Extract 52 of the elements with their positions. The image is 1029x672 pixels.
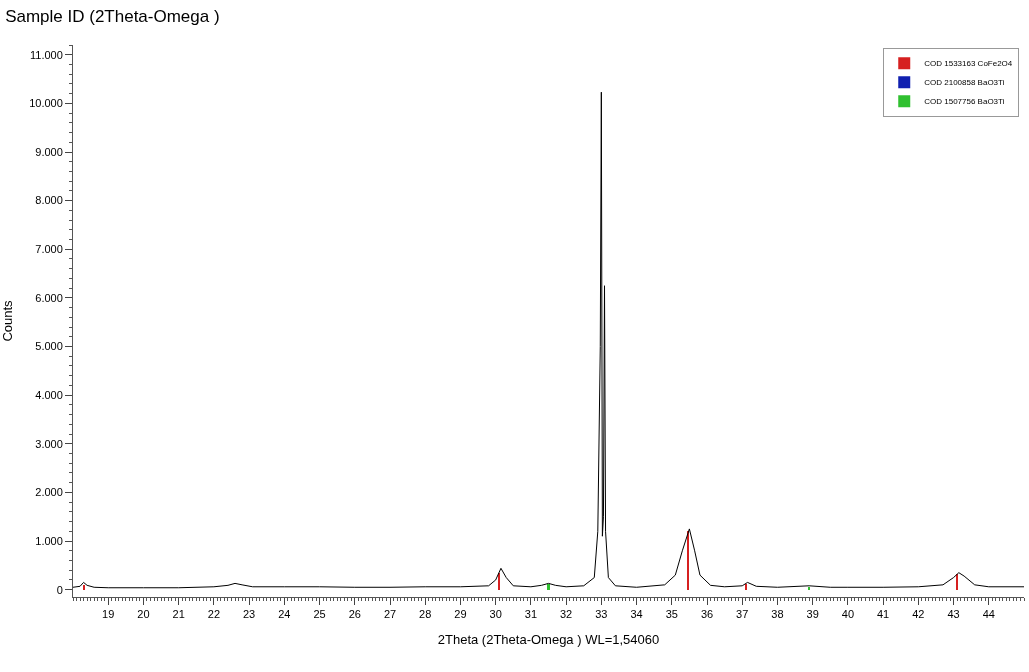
line-series [73,91,1024,589]
x-tick-label: 29 [454,608,467,621]
y-tick-label: 10.000 [29,97,63,110]
x-tick-label: 26 [348,608,361,621]
x-tick-label: 41 [876,608,890,621]
y-tick-label: 9.000 [35,145,63,158]
x-tick-label: 32 [559,608,573,621]
x-tick-label: 44 [982,608,995,621]
x-tick-label: 39 [806,608,819,621]
x-tick-label: 23 [242,608,256,621]
bar [956,574,958,590]
y-tick-label: 4.000 [35,389,63,402]
x-tick-label: 30 [489,608,502,621]
chart-title: Sample ID (2Theta-Omega ) [5,6,220,26]
x-tick-label: 43 [947,608,960,621]
y-tick-label: 6.000 [35,291,63,304]
bar [745,584,747,590]
x-tick-label: 20 [137,608,150,621]
legend-label: COD 1533163 CoFe2O4 [924,59,1013,69]
y-tick-label: 1.000 [35,534,63,547]
y-axis-title: Counts [0,299,15,342]
x-tick-label: 28 [419,608,432,621]
bar [687,531,689,590]
y-tick-label: 7.000 [35,243,63,256]
x-tick-label: 27 [383,608,397,621]
x-tick-label: 31 [524,608,538,621]
bar [498,573,500,590]
y-tick-label: 5.000 [35,340,63,353]
x-tick-label: 33 [595,608,608,621]
bar [83,585,85,590]
legend-label: COD 2100858 BaO3Ti [924,78,1005,88]
y-tick-label: 8.000 [35,194,63,207]
y-tick-label: 2.000 [35,486,63,499]
bar [808,587,810,590]
x-tick-label: 42 [912,608,925,621]
legend-label: COD 1507756 BaO3Ti [924,97,1005,107]
bar [547,584,550,590]
y-tick-label: 3.000 [35,437,63,450]
x-tick-label: 38 [771,608,784,621]
x-tick-label: 34 [630,608,643,621]
x-axis-title: 2Theta (2Theta-Omega ) WL=1,54060 [437,631,660,647]
x-tick-label: 25 [313,608,326,621]
y-tick-label: 0 [56,583,63,596]
y-tick-label: 11.000 [29,48,63,61]
x-tick-label: 40 [841,608,855,621]
x-tick-label: 24 [278,608,291,621]
x-tick-label: 37 [736,608,749,621]
x-tick-label: 21 [172,608,185,621]
x-tick-label: 35 [665,608,678,621]
x-tick-label: 19 [102,608,115,621]
x-tick-label: 36 [700,608,714,621]
x-tick-label: 22 [207,608,221,621]
